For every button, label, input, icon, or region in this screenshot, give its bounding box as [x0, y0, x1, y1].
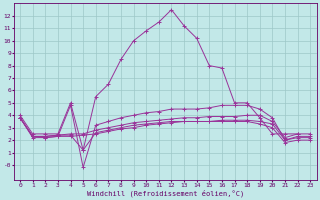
X-axis label: Windchill (Refroidissement éolien,°C): Windchill (Refroidissement éolien,°C) [86, 189, 244, 197]
